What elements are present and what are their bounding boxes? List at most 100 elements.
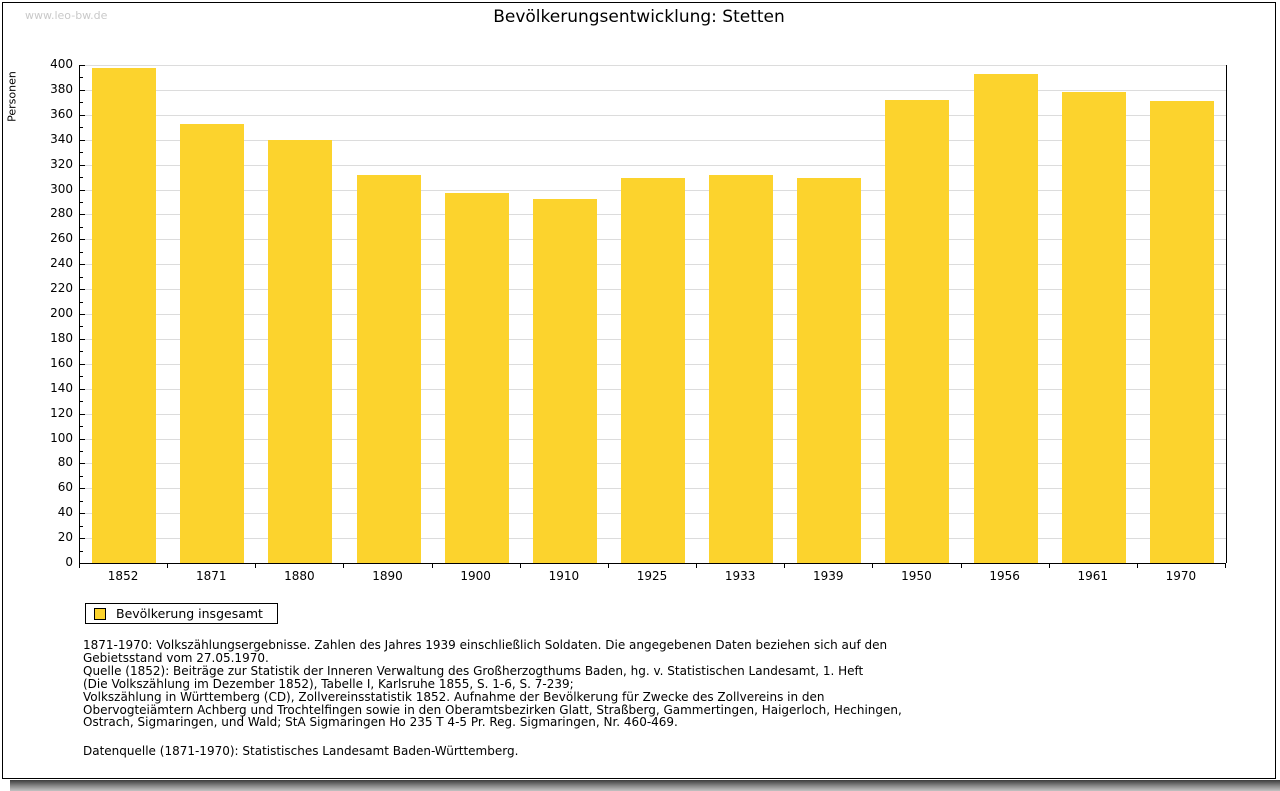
x-tick-label: 1890 [372, 569, 403, 583]
x-tick [696, 564, 698, 568]
plot-area [79, 65, 1227, 564]
bar-1956 [973, 73, 1038, 563]
y-major-tick [80, 338, 85, 340]
y-axis-labels: 0 20 40 60 80 100 120 140 160 180 200 220 240 260 280 3… [37, 58, 73, 569]
y-minor-tick [80, 326, 83, 328]
y-tick-label: 80 [57, 455, 73, 470]
x-tick [1136, 564, 1138, 568]
y-minor-tick [80, 301, 83, 303]
y-major-tick [80, 65, 85, 66]
y-minor-tick [80, 525, 83, 527]
x-tick [79, 564, 80, 568]
y-minor-tick [80, 401, 83, 403]
y-major-tick [80, 438, 85, 440]
y-tick-label: 380 [50, 81, 73, 96]
bar-1939 [797, 178, 862, 563]
y-minor-tick [80, 152, 83, 154]
y-major-tick [80, 314, 85, 315]
y-major-tick [80, 463, 85, 465]
footnote-line: Quelle (1852): Beiträge zur Statistik de… [83, 663, 864, 678]
x-tick [343, 564, 345, 568]
y-tick-label: 360 [50, 106, 73, 121]
page-drop-shadow [10, 780, 1280, 791]
y-tick-label: 220 [50, 281, 73, 296]
gridline [80, 89, 1226, 91]
y-tick-label: 60 [57, 480, 73, 495]
gridline [80, 65, 1226, 66]
y-tick-label: 140 [50, 380, 73, 395]
bar-1880 [268, 139, 333, 563]
y-major-tick [80, 239, 85, 241]
y-tick-label: 300 [50, 181, 73, 196]
bar-1925 [621, 178, 685, 563]
x-tick-label: 1950 [901, 569, 932, 583]
legend: Bevölkerung insgesamt [85, 603, 278, 624]
y-major-tick [80, 164, 85, 166]
x-tick-label: 1961 [1077, 569, 1109, 583]
footnote-line: Gebietsstand vom 27.05.1970. [83, 650, 269, 665]
y-major-tick [80, 214, 85, 216]
bar-1890 [356, 174, 421, 563]
x-tick-label: 1880 [284, 569, 315, 583]
y-minor-tick [80, 426, 83, 428]
y-major-tick [80, 363, 85, 365]
y-major-tick [80, 488, 85, 490]
x-tick-label: 1871 [195, 569, 227, 583]
y-minor-tick [80, 500, 83, 502]
bar-1910 [532, 199, 597, 563]
x-tick [607, 564, 609, 568]
gridline [80, 164, 1226, 166]
legend-label: Bevölkerung insgesamt [116, 606, 263, 621]
gridline [80, 139, 1226, 141]
y-minor-tick [80, 127, 83, 129]
x-tick-label: 1933 [724, 569, 756, 583]
footnote-line: Volkszählung in Württemberg (CD), Zollve… [83, 689, 825, 704]
y-minor-tick [80, 177, 83, 179]
x-tick [872, 564, 874, 568]
y-minor-tick [80, 226, 83, 228]
y-minor-tick [80, 450, 83, 452]
y-tick-label: 400 [50, 57, 73, 71]
footnote-line: (Die Volkszählung im Dezember 1852), Tab… [83, 676, 574, 691]
footnotes: 1871-1970: Volkszählungsergebnisse. Zahl… [83, 639, 902, 729]
chart-page: www.leo-bw.de Bevölkerungsentwicklung: S… [2, 2, 1276, 779]
x-tick [431, 564, 433, 568]
watermark: www.leo-bw.de [25, 9, 108, 22]
y-minor-tick [80, 351, 83, 353]
x-tick-label: 1900 [460, 569, 491, 583]
bar-1871 [180, 123, 245, 563]
legend-swatch-icon [94, 607, 106, 620]
y-tick-label: 160 [50, 355, 73, 370]
y-tick-label: 320 [50, 156, 73, 171]
y-minor-tick [80, 276, 83, 278]
x-tick-label: 1970 [1165, 569, 1197, 583]
y-tick-label: 120 [50, 405, 73, 420]
y-minor-tick [80, 376, 83, 378]
y-major-tick [80, 264, 85, 266]
bar-1961 [1061, 92, 1126, 563]
y-major-tick [80, 289, 85, 291]
x-tick-label: 1925 [636, 569, 668, 583]
x-tick-label: 1939 [813, 569, 844, 583]
bar-1933 [709, 174, 774, 563]
y-tick-label: 20 [57, 530, 73, 545]
y-tick-label: 0 [65, 555, 73, 569]
bar-1970 [1149, 101, 1214, 563]
y-minor-tick [80, 201, 83, 203]
y-major-tick [80, 189, 85, 191]
y-major-tick [80, 114, 85, 116]
y-tick-label: 200 [50, 306, 73, 320]
y-major-tick [80, 538, 85, 540]
y-major-tick [80, 139, 85, 141]
y-tick-label: 100 [50, 430, 73, 445]
y-minor-tick [80, 550, 83, 552]
x-tick [784, 564, 786, 568]
y-tick-label: 180 [50, 330, 73, 345]
y-tick-label: 240 [50, 256, 73, 271]
footnote-line: 1871-1970: Volkszählungsergebnisse. Zahl… [83, 638, 888, 652]
y-minor-tick [80, 475, 83, 477]
y-minor-tick [80, 251, 83, 253]
y-tick-label: 40 [57, 505, 73, 520]
y-minor-tick [80, 102, 83, 104]
x-tick [1048, 564, 1050, 568]
